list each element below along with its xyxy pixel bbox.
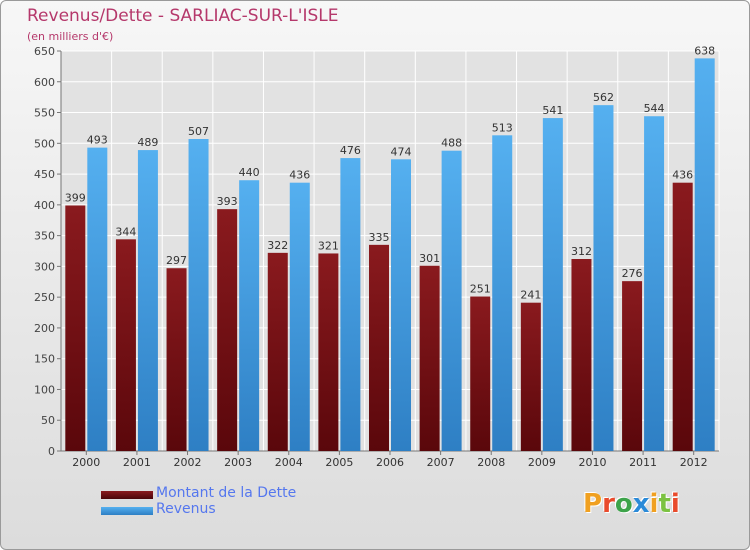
y-tick-label: 500 [34,137,55,150]
data-label-revenue-2011: 544 [644,102,665,115]
y-tick-label: 450 [34,168,55,181]
logo-letter: t [658,489,671,519]
logo-letter: x [632,489,650,519]
x-tick-label-2011: 2011 [629,456,657,469]
bar-revenue-2006 [391,159,411,452]
data-label-debt-2006: 335 [369,231,390,244]
data-label-revenue-2008: 513 [492,121,513,134]
data-label-debt-2005: 321 [318,239,339,252]
y-tick-label: 250 [34,291,55,304]
logo-letter: i [670,489,680,519]
x-tick-label-2005: 2005 [325,456,353,469]
bar-revenue-2002 [188,139,209,451]
y-tick-label: 300 [34,260,55,273]
chart-subtitle: (en milliers d'€) [27,30,114,43]
bar-debt-2011 [622,281,643,451]
data-label-debt-2002: 297 [166,254,187,267]
grid-lines [60,50,720,452]
x-tick-label-2010: 2010 [578,456,606,469]
bar-debt-2005 [318,253,339,451]
y-tick-label: 350 [34,230,55,243]
bar-revenue-2011 [644,116,665,451]
legend-label-revenue: Revenus [156,501,216,517]
data-label-revenue-2000: 493 [87,134,108,147]
y-tick-label: 150 [34,353,55,366]
data-label-debt-2003: 393 [217,195,238,208]
bar-debt-2009 [520,302,541,451]
chart-title: Revenus/Dette - SARLIAC-SUR-L'ISLE [27,6,339,26]
data-label-debt-2004: 322 [267,239,288,252]
bar-debt-2006 [369,244,389,451]
logo-letter: i [649,489,659,519]
bar-debt-2008 [470,296,491,451]
data-label-revenue-2007: 488 [441,137,462,150]
data-label-revenue-2005: 476 [340,144,361,157]
data-label-revenue-2006: 474 [391,145,412,158]
bar-revenue-2001 [137,150,158,452]
y-tick-label: 400 [34,199,55,212]
legend-swatch-debt [101,491,153,499]
bar-revenue-2012 [694,58,715,452]
data-label-debt-2012: 436 [672,169,693,182]
bar-revenue-2009 [542,118,563,452]
plot-area [61,51,719,451]
y-tick-label: 650 [34,45,55,58]
x-tick-label-2009: 2009 [528,456,556,469]
legend-label-debt: Montant de la Dette [156,485,297,501]
y-tick-label: 600 [34,76,55,89]
data-label-revenue-2002: 507 [188,125,209,138]
data-labels: 399 493 344 489 297 507 393 440 322 436 321 476 335 4… [65,44,715,301]
data-label-debt-2008: 251 [470,283,491,296]
data-label-revenue-2009: 541 [542,104,563,117]
data-label-revenue-2010: 562 [593,91,614,104]
logo-letter: o [614,489,633,519]
data-label-revenue-2001: 489 [137,136,158,149]
x-tick-label-2007: 2007 [427,456,455,469]
bar-revenue-2008 [492,135,513,452]
x-tick-label-2002: 2002 [174,456,202,469]
legend-swatch-revenue [101,507,153,515]
data-label-debt-2001: 344 [115,225,136,238]
bar-revenue-2005 [340,158,361,452]
data-label-revenue-2012: 638 [694,44,715,57]
x-tick-label-2003: 2003 [224,456,252,469]
data-label-debt-2010: 312 [571,245,592,258]
x-tick-label-2008: 2008 [477,456,505,469]
bar-revenue-2010 [593,105,614,452]
data-label-debt-2007: 301 [419,252,440,265]
bars [65,58,715,452]
data-label-debt-2009: 241 [520,289,541,302]
data-label-revenue-2003: 440 [239,166,260,179]
bar-debt-2010 [571,259,592,451]
x-tick-label-2006: 2006 [376,456,404,469]
bar-debt-2002 [166,268,187,451]
data-label-debt-2011: 276 [622,267,643,280]
x-tick-label-2012: 2012 [680,456,708,469]
bar-revenue-2003 [239,180,260,451]
y-tick-label: 200 [34,322,55,335]
bar-debt-2004 [267,252,288,451]
bar-debt-2000 [65,205,86,451]
bar-debt-2012 [672,182,693,451]
x-tick-label-2004: 2004 [275,456,303,469]
bar-revenue-2007 [441,150,462,451]
x-tick-label-2001: 2001 [123,456,151,469]
bar-revenue-2000 [87,147,108,451]
x-tick-label-2000: 2000 [72,456,100,469]
data-label-revenue-2004: 436 [289,169,310,182]
bar-debt-2003 [217,209,238,451]
bar-debt-2001 [115,239,136,451]
logo-letter: r [602,489,615,519]
proxiti-logo: Proxiti [583,489,680,519]
y-tick-label: 100 [34,383,55,396]
data-label-debt-2000: 399 [65,191,86,204]
y-tick-label: 0 [48,445,55,458]
bar-revenue-2004 [289,182,310,451]
y-tick-label: 50 [41,414,55,427]
bar-debt-2007 [419,265,440,451]
logo-letter: P [583,489,603,519]
y-tick-label: 550 [34,107,55,120]
